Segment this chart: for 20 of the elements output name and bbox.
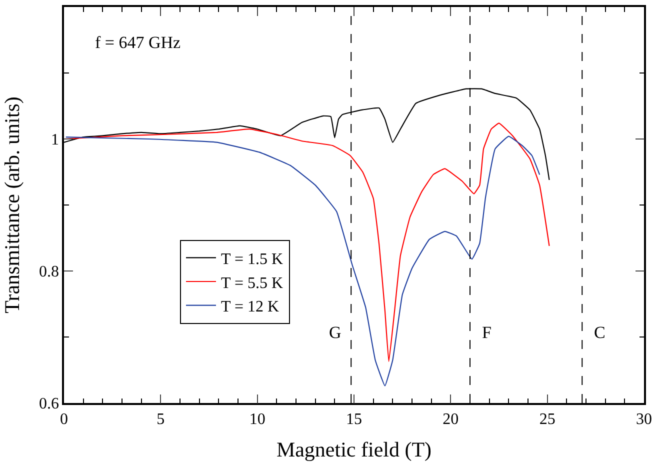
x-tick-label: 10 [249,410,266,428]
ref-line-label: F [482,323,492,342]
x-tick-label: 15 [346,410,362,428]
y-axis-title: Transmittance (arb. units) [0,96,24,314]
x-tick-label: 5 [156,410,165,428]
y-tick-label: 1 [51,132,60,149]
y-tick-label: 0.6 [39,396,60,413]
ref-line-label: C [594,323,606,342]
legend-label: T = 1.5 K [221,250,284,268]
legend-label: T = 5.5 K [221,274,284,292]
x-tick-label: 20 [442,410,459,428]
x-tick-label: 0 [60,410,68,428]
x-axis-title: Magnetic field (T) [276,438,432,462]
x-tick-label: 25 [539,410,556,428]
x-tick-label: 30 [636,410,652,428]
ref-line-label: G [329,323,342,342]
annotation: f = 647 GHz [95,33,182,52]
line-series [65,136,540,386]
y-tick-label: 0.8 [39,264,60,281]
legend-label: T = 12 K [221,298,280,316]
